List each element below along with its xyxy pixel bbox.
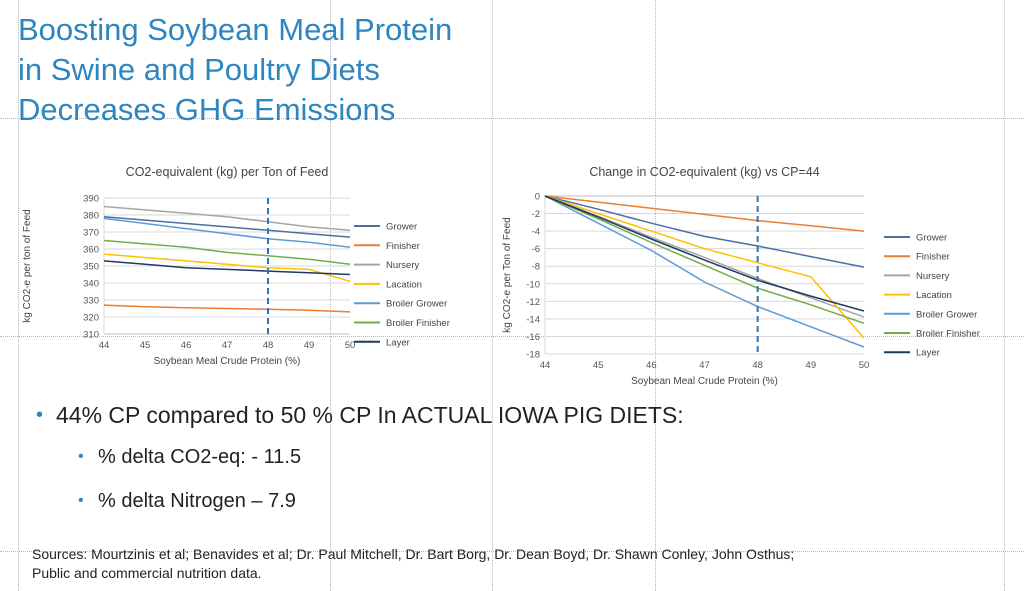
legend-label: Grower xyxy=(386,222,417,233)
y-tick-label: -16 xyxy=(526,332,540,343)
y-tick-label: -12 xyxy=(526,297,540,308)
y-axis-label: kg CO2-e per ton of Feed xyxy=(22,209,33,322)
y-tick-label: 330 xyxy=(83,296,99,307)
series-line xyxy=(103,253,351,283)
y-tick-label: 370 xyxy=(83,228,99,239)
x-tick-label: 48 xyxy=(752,360,763,371)
x-tick-label: 46 xyxy=(181,340,192,351)
bullet-dot-icon: • xyxy=(78,492,84,509)
y-tick-label: -4 xyxy=(532,227,540,238)
title-line: in Swine and Poultry Diets xyxy=(18,52,380,87)
x-tick-label: 50 xyxy=(859,360,870,371)
legend-label: Layer xyxy=(386,337,410,348)
bullet-main: • 44% CP compared to 50 % CP In ACTUAL I… xyxy=(36,398,684,432)
x-tick-label: 50 xyxy=(345,340,356,351)
legend-label: Lacation xyxy=(916,290,952,301)
x-tick-label: 44 xyxy=(540,360,551,371)
co2-change-chart: Change in CO2-equivalent (kg) vs CP=44 0 -… xyxy=(502,165,980,387)
series-line xyxy=(544,195,865,318)
series-line xyxy=(544,195,865,325)
x-tick-label: 49 xyxy=(806,360,817,371)
legend-label: Broiler Finisher xyxy=(916,329,980,340)
y-tick-label: -14 xyxy=(526,314,540,325)
y-tick-label: -2 xyxy=(532,209,540,220)
y-tick-label: 350 xyxy=(83,262,99,273)
series-line xyxy=(544,195,865,348)
bullet-sub-co2: • % delta CO2-eq: - 11.5 xyxy=(36,442,684,472)
legend-label: Grower xyxy=(916,233,947,244)
x-tick-label: 45 xyxy=(140,340,151,351)
y-tick-label: 0 xyxy=(535,192,540,203)
sources-line: Public and commercial nutrition data. xyxy=(32,565,262,581)
legend-label: Broiler Grower xyxy=(916,309,977,320)
x-tick-label: 47 xyxy=(699,360,710,371)
legend-label: Broiler Finisher xyxy=(386,318,450,329)
slide-title: Boosting Soybean Meal Protein in Swine a… xyxy=(18,10,452,130)
bullet-sub-nitrogen: • % delta Nitrogen – 7.9 xyxy=(36,486,684,516)
series-line xyxy=(103,239,351,266)
y-tick-label: -6 xyxy=(532,244,540,255)
bullet-main-text: 44% CP compared to 50 % CP In ACTUAL IOW… xyxy=(56,402,684,428)
y-tick-label: 390 xyxy=(83,194,99,205)
y-tick-label: 380 xyxy=(83,211,99,222)
y-tick-label: -18 xyxy=(526,350,540,361)
chart-title: Change in CO2-equivalent (kg) vs CP=44 xyxy=(589,165,819,179)
legend-label: Finisher xyxy=(386,241,420,252)
y-tick-label: 340 xyxy=(83,279,99,290)
y-axis-label: kg CO2-e per Ton of Feed xyxy=(502,217,513,332)
series-line xyxy=(544,195,865,268)
y-tick-label: 320 xyxy=(83,313,99,324)
bullet-sub-nitrogen-text: % delta Nitrogen – 7.9 xyxy=(98,490,296,512)
series-line xyxy=(544,195,865,339)
legend-label: Finisher xyxy=(916,252,950,263)
chart-title: CO2-equivalent (kg) per Ton of Feed xyxy=(126,165,329,179)
series-line xyxy=(103,304,351,313)
sources-line: Sources: Mourtzinis et al; Benavides et … xyxy=(32,546,795,562)
co2-per-ton-chart: CO2-equivalent (kg) per Ton of Feed 310 32… xyxy=(22,165,450,367)
x-tick-label: 46 xyxy=(646,360,657,371)
bullet-sub-co2-text: % delta CO2-eq: - 11.5 xyxy=(98,446,302,468)
legend-label: Nursery xyxy=(386,260,420,271)
x-axis-label: Soybean Meal Crude Protein (%) xyxy=(154,356,301,367)
series-line xyxy=(103,205,351,232)
series-line xyxy=(544,195,865,312)
x-tick-label: 45 xyxy=(593,360,604,371)
y-tick-label: 310 xyxy=(83,330,99,341)
series-line xyxy=(103,217,351,249)
legend-label: Layer xyxy=(916,348,940,359)
legend-label: Broiler Grower xyxy=(386,299,447,310)
bullet-dot-icon: • xyxy=(78,448,84,465)
bullet-dot-icon: • xyxy=(36,404,44,426)
y-tick-label: -8 xyxy=(532,262,540,273)
series-line xyxy=(103,260,351,276)
series-line xyxy=(103,215,351,238)
series-line xyxy=(544,195,865,232)
x-tick-label: 49 xyxy=(304,340,315,351)
guide-line xyxy=(1004,0,1005,591)
x-tick-label: 44 xyxy=(99,340,110,351)
x-tick-label: 47 xyxy=(222,340,233,351)
x-axis-label: Soybean Meal Crude Protein (%) xyxy=(631,376,778,387)
title-line: Boosting Soybean Meal Protein xyxy=(18,12,453,47)
legend-label: Nursery xyxy=(916,271,950,282)
y-tick-label: -10 xyxy=(526,279,540,290)
legend-label: Lacation xyxy=(386,279,422,290)
y-tick-label: 360 xyxy=(83,245,99,256)
title-line: Decreases GHG Emissions xyxy=(18,92,396,127)
sources-note: Sources: Mourtzinis et al; Benavides et … xyxy=(32,545,794,583)
x-tick-label: 48 xyxy=(263,340,274,351)
bullet-list: • 44% CP compared to 50 % CP In ACTUAL I… xyxy=(36,398,684,516)
